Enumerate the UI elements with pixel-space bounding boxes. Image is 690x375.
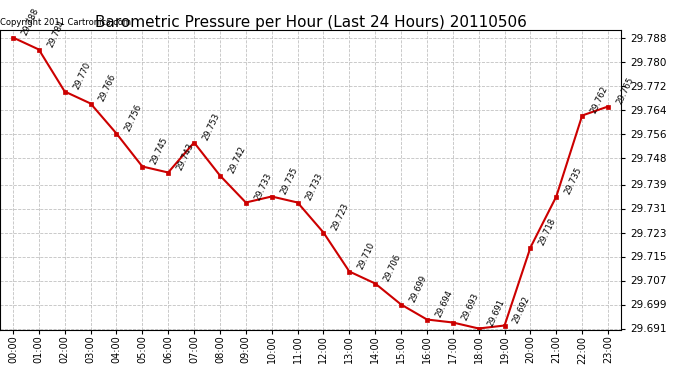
Text: 29.762: 29.762 <box>589 84 609 115</box>
Text: 29.784: 29.784 <box>46 18 66 49</box>
Text: 29.691: 29.691 <box>486 298 506 328</box>
Text: 29.770: 29.770 <box>72 60 92 91</box>
Text: 29.766: 29.766 <box>97 72 118 103</box>
Text: 29.756: 29.756 <box>124 102 144 133</box>
Text: 29.735: 29.735 <box>279 165 299 196</box>
Text: 29.692: 29.692 <box>511 295 532 325</box>
Text: 29.753: 29.753 <box>201 111 221 142</box>
Text: 29.718: 29.718 <box>538 216 558 247</box>
Text: 29.723: 29.723 <box>331 201 351 232</box>
Text: 29.735: 29.735 <box>563 165 584 196</box>
Text: 29.745: 29.745 <box>149 136 170 166</box>
Text: 29.733: 29.733 <box>253 171 273 202</box>
Text: Copyright 2011 Cartronics.com: Copyright 2011 Cartronics.com <box>0 18 131 27</box>
Text: 29.699: 29.699 <box>408 274 428 304</box>
Text: 29.788: 29.788 <box>20 6 41 37</box>
Text: 29.765: 29.765 <box>615 75 635 106</box>
Text: 29.710: 29.710 <box>356 241 377 271</box>
Text: 29.733: 29.733 <box>304 171 325 202</box>
Text: 29.742: 29.742 <box>227 145 247 175</box>
Text: Barometric Pressure per Hour (Last 24 Hours) 20110506: Barometric Pressure per Hour (Last 24 Ho… <box>95 15 526 30</box>
Text: 29.693: 29.693 <box>460 291 480 322</box>
Text: 29.743: 29.743 <box>175 141 195 172</box>
Text: 29.706: 29.706 <box>382 252 402 283</box>
Text: 29.694: 29.694 <box>434 289 454 319</box>
